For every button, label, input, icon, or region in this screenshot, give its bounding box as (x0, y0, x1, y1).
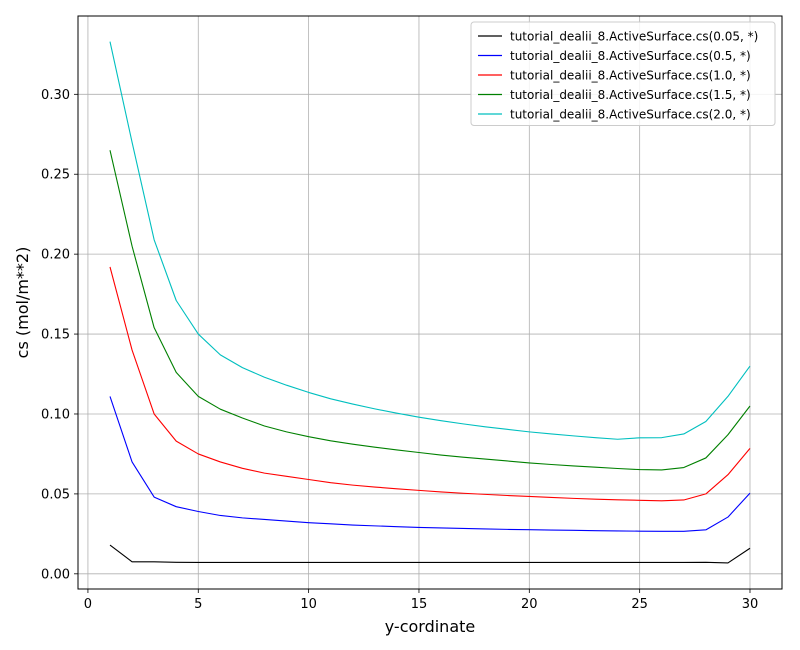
legend: tutorial_dealii_8.ActiveSurface.cs(0.05,… (470, 21, 776, 126)
x-tick-label: 0 (84, 597, 92, 612)
series-line-2 (109, 266, 751, 502)
x-tick-label: 30 (742, 597, 759, 612)
legend-entry: tutorial_dealii_8.ActiveSurface.cs(2.0, … (510, 107, 751, 121)
series-line-3 (109, 150, 751, 471)
y-tick-label: 0.00 (41, 567, 70, 582)
legend-entry: tutorial_dealii_8.ActiveSurface.cs(1.0, … (510, 68, 751, 82)
series-layer (109, 41, 751, 564)
y-tick-label: 0.15 (41, 328, 70, 343)
grid-lines (78, 16, 782, 589)
y-tick-label: 0.05 (41, 487, 70, 502)
x-tick-label: 20 (521, 597, 538, 612)
plot-frame (77, 15, 783, 590)
series-line-1 (109, 396, 751, 532)
legend-entry: tutorial_dealii_8.ActiveSurface.cs(0.5, … (510, 49, 751, 63)
series-line-4 (109, 41, 751, 440)
x-tick-label: 10 (300, 597, 317, 612)
legend-box (470, 21, 776, 126)
legend-entry: tutorial_dealii_8.ActiveSurface.cs(1.5, … (510, 88, 751, 102)
y-axis-ticks: 0.00 0.05 0.10 0.15 0.20 0.25 0.30 (41, 88, 78, 582)
series-line-0 (109, 544, 751, 564)
y-tick-label: 0.20 (41, 248, 70, 263)
legend-entry: tutorial_dealii_8.ActiveSurface.cs(0.05,… (510, 29, 758, 43)
x-tick-label: 15 (411, 597, 428, 612)
x-tick-label: 5 (194, 597, 202, 612)
y-tick-label: 0.10 (41, 407, 70, 422)
x-axis-ticks: 0 5 10 15 20 25 30 (84, 589, 758, 612)
x-tick-label: 25 (631, 597, 648, 612)
y-axis-label: cs (mol/m**2) (13, 247, 32, 359)
y-tick-label: 0.30 (41, 88, 70, 103)
x-axis-label: y-cordinate (385, 617, 476, 636)
y-tick-label: 0.25 (41, 168, 70, 183)
